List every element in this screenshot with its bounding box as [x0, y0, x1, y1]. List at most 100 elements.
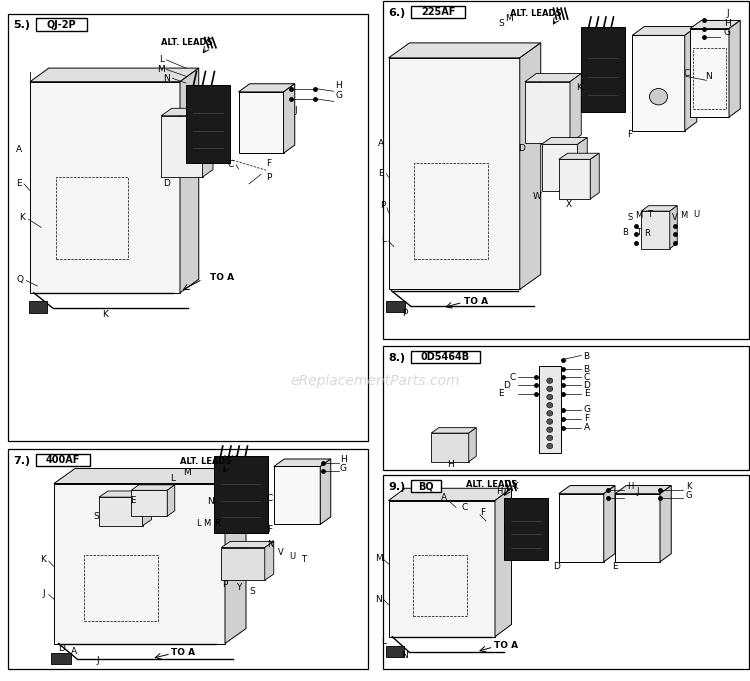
- Text: T: T: [647, 210, 652, 219]
- Circle shape: [547, 419, 553, 424]
- Text: D: D: [58, 644, 65, 653]
- Text: TO A: TO A: [210, 273, 234, 283]
- Text: J: J: [636, 487, 639, 496]
- Text: H: H: [627, 482, 633, 492]
- Polygon shape: [632, 27, 697, 35]
- Text: F: F: [480, 507, 484, 517]
- Text: G: G: [686, 491, 692, 501]
- Text: M: M: [203, 518, 211, 528]
- Polygon shape: [161, 116, 202, 177]
- Text: A: A: [70, 646, 76, 656]
- Text: 400AF: 400AF: [46, 456, 80, 465]
- Text: J: J: [42, 589, 45, 599]
- Text: E: E: [612, 562, 618, 571]
- Text: BQ: BQ: [419, 481, 434, 491]
- Polygon shape: [221, 548, 265, 580]
- Text: H: H: [724, 18, 730, 28]
- Polygon shape: [520, 43, 541, 289]
- Text: R: R: [644, 229, 650, 238]
- Text: P: P: [402, 309, 408, 319]
- Polygon shape: [30, 82, 180, 293]
- Text: J: J: [295, 106, 298, 115]
- Polygon shape: [559, 486, 615, 494]
- Text: N: N: [267, 540, 273, 550]
- Bar: [581, 27, 625, 112]
- Bar: [538, 366, 561, 453]
- Bar: [693, 48, 726, 109]
- Circle shape: [547, 378, 553, 383]
- Text: Q: Q: [16, 274, 24, 284]
- Bar: [411, 6, 465, 18]
- Polygon shape: [30, 68, 199, 82]
- Text: L: L: [382, 637, 386, 646]
- Text: U: U: [290, 552, 296, 561]
- Text: L: L: [196, 518, 200, 528]
- Bar: [414, 163, 488, 259]
- Bar: [382, 1, 748, 339]
- Text: ALT. LEADS: ALT. LEADS: [161, 37, 213, 47]
- Bar: [8, 14, 368, 441]
- Text: M: M: [184, 468, 191, 477]
- Text: Y: Y: [236, 582, 242, 592]
- Bar: [51, 653, 70, 664]
- Polygon shape: [99, 497, 142, 526]
- Polygon shape: [729, 20, 740, 117]
- Text: E: E: [16, 179, 22, 189]
- Text: M: M: [680, 211, 688, 221]
- Text: E: E: [498, 389, 504, 398]
- Text: A: A: [441, 492, 447, 502]
- Polygon shape: [274, 459, 331, 466]
- Text: K: K: [576, 82, 582, 92]
- Text: N: N: [375, 595, 382, 604]
- Text: E: E: [130, 496, 136, 505]
- Polygon shape: [495, 488, 512, 637]
- Text: J: J: [506, 484, 509, 494]
- Text: K: K: [40, 555, 46, 565]
- Polygon shape: [570, 74, 581, 143]
- Polygon shape: [131, 490, 167, 516]
- Text: L: L: [382, 235, 386, 244]
- Text: K: K: [686, 482, 692, 492]
- Text: K: K: [102, 310, 108, 319]
- Text: W: W: [532, 191, 542, 201]
- Text: D: D: [163, 179, 170, 189]
- Text: 225AF: 225AF: [421, 7, 455, 17]
- Text: E: E: [584, 389, 590, 398]
- Text: H: H: [496, 487, 502, 496]
- Text: QJ-2P: QJ-2P: [46, 20, 76, 29]
- Polygon shape: [542, 144, 578, 191]
- Polygon shape: [559, 494, 604, 562]
- Text: N: N: [402, 650, 408, 660]
- Text: 8.): 8.): [388, 353, 406, 363]
- Polygon shape: [388, 501, 495, 637]
- Polygon shape: [265, 541, 274, 580]
- Polygon shape: [469, 428, 476, 462]
- Text: TO A: TO A: [464, 296, 488, 306]
- Polygon shape: [590, 153, 599, 199]
- Polygon shape: [388, 58, 520, 289]
- Text: C: C: [462, 503, 468, 512]
- Text: J: J: [726, 9, 729, 18]
- Bar: [186, 85, 230, 163]
- Bar: [504, 498, 548, 560]
- Text: G: G: [583, 405, 590, 415]
- Text: A: A: [378, 138, 384, 148]
- Polygon shape: [559, 159, 590, 199]
- Text: 9.): 9.): [388, 482, 406, 492]
- Circle shape: [547, 427, 553, 432]
- Text: eReplacementParts.com: eReplacementParts.com: [290, 375, 460, 388]
- Text: J: J: [96, 656, 99, 665]
- Text: TO A: TO A: [494, 641, 517, 650]
- Text: S: S: [498, 18, 504, 28]
- Text: P: P: [380, 201, 386, 210]
- Text: K: K: [512, 481, 518, 491]
- Text: B: B: [584, 352, 590, 362]
- Polygon shape: [388, 43, 541, 58]
- Polygon shape: [238, 84, 295, 92]
- Bar: [36, 454, 90, 466]
- Text: B: B: [584, 364, 590, 374]
- Text: L: L: [159, 55, 164, 65]
- Text: H: H: [447, 460, 453, 469]
- Text: C: C: [228, 160, 234, 170]
- Polygon shape: [632, 35, 685, 131]
